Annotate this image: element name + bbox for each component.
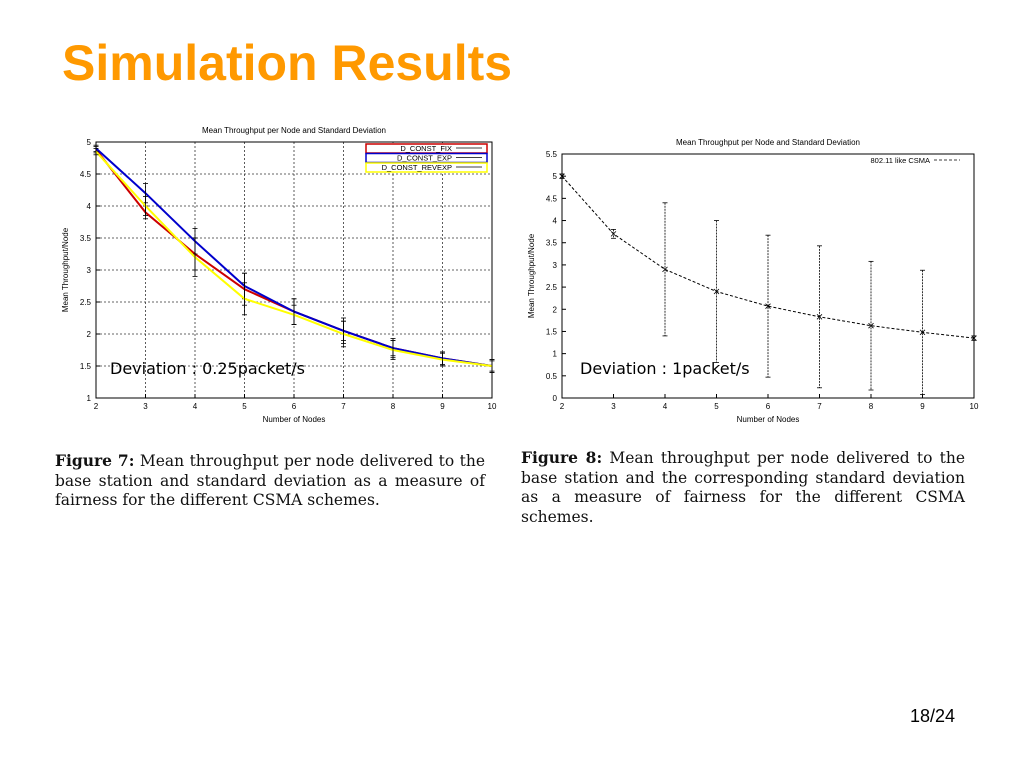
c1-x-tick-label: 2 <box>94 402 99 411</box>
c2-y-tick-label: 2.5 <box>546 283 558 292</box>
chart-figure-8: 2 3 4 5 6 7 8 9 10 0 0.5 1 1.5 2 2.5 3 3.5 4 4.5 5 5.5 Mean T… <box>527 138 979 424</box>
c1-legend-label: D_CONST_REVEXP <box>382 163 452 172</box>
c2-x-tick-label: 2 <box>560 402 565 411</box>
c1-x-tick-label: 6 <box>292 402 297 411</box>
c2-y-tick-label: 3 <box>553 261 558 270</box>
c2-x-tick-label: 3 <box>611 402 616 411</box>
c2-data-point <box>610 231 617 237</box>
slide-title: Simulation Results <box>62 35 513 91</box>
c1-y-tick-label: 3.5 <box>80 234 92 243</box>
c1-y-tick-label: 1 <box>87 394 92 403</box>
c1-y-tick-label: 2 <box>87 330 92 339</box>
c1-y-tick-label: 3 <box>87 266 92 275</box>
c2-data-point <box>919 329 926 336</box>
figure-7-caption-text: Mean throughput per node delivered to th… <box>55 452 485 509</box>
c2-x-tick-label: 9 <box>920 402 925 411</box>
c2-y-tick-label: 4.5 <box>546 194 558 203</box>
c1-x-tick-label: 10 <box>488 402 497 411</box>
c2-x-tick-label: 10 <box>970 402 979 411</box>
c2-y-axis-label: Mean Throughput/Node <box>527 233 536 318</box>
c2-y-tick-label: 3.5 <box>546 239 558 248</box>
c2-x-tick-label: 7 <box>817 402 822 411</box>
c2-legend-label: 802.11 like CSMA <box>871 156 930 165</box>
c2-data-point <box>559 173 565 179</box>
c2-x-tick-label: 4 <box>663 402 668 411</box>
c2-y-tick-label: 4 <box>553 217 558 226</box>
c1-y-tick-label: 4 <box>87 202 92 211</box>
c2-x-axis-label: Number of Nodes <box>737 415 800 424</box>
c1-x-tick-label: 5 <box>242 402 247 411</box>
page-number: 18/24 <box>910 706 956 726</box>
c2-data-point <box>868 322 874 329</box>
c1-x-tick-label: 9 <box>440 402 445 411</box>
c2-x-tick-label: 8 <box>869 402 874 411</box>
c1-legend-label: D_CONST_FIX <box>400 144 452 153</box>
c2-x-tick-label: 5 <box>714 402 719 411</box>
c1-x-tick-label: 8 <box>391 402 396 411</box>
c1-chart-title: Mean Throughput per Node and Standard De… <box>202 126 386 135</box>
c2-data-point <box>713 288 720 295</box>
c1-x-tick-label: 7 <box>341 402 346 411</box>
c1-y-axis-label: Mean Throughput/Node <box>61 227 70 312</box>
c1-y-tick-label: 2.5 <box>80 298 92 307</box>
figure-7-label: Figure 7: <box>55 451 135 470</box>
c2-data-point <box>662 266 668 273</box>
chart-figure-7: 2 3 4 5 6 7 8 9 10 1 1.5 2 2.5 3 3.5 4 4.5 5 Mean Throughp… <box>61 126 497 424</box>
c2-y-tick-label: 1.5 <box>546 327 558 336</box>
c2-data-point <box>816 314 823 320</box>
c2-y-tick-label: 0 <box>553 394 558 403</box>
c1-y-tick-label: 5 <box>87 138 92 147</box>
c1-x-tick-label: 3 <box>143 402 148 411</box>
c2-data-point <box>971 335 977 341</box>
c1-x-tick-label: 4 <box>193 402 198 411</box>
c1-legend-swatch <box>365 162 488 173</box>
figure-7-caption: Figure 7: Mean throughput per node deliv… <box>55 451 485 511</box>
c2-y-tick-label: 5.5 <box>546 150 558 159</box>
c1-legend-label: D_CONST_EXP <box>397 154 452 163</box>
c2-y-tick-label: 1 <box>553 350 558 359</box>
deviation-annotation-fig7: Deviation : 0.25packet/s <box>110 359 306 378</box>
c2-data-point <box>765 303 771 309</box>
c1-y-tick-label: 4.5 <box>80 170 92 179</box>
c1-series-line-1 <box>95 147 493 367</box>
c2-y-tick-label: 0.5 <box>546 372 558 381</box>
c2-x-tick-label: 6 <box>766 402 771 411</box>
figure-8-caption: Figure 8: Mean throughput per node deliv… <box>521 448 965 527</box>
c2-chart-title: Mean Throughput per Node and Standard De… <box>676 138 860 147</box>
c1-y-tick-label: 1.5 <box>80 362 92 371</box>
c2-y-tick-label: 5 <box>553 172 558 181</box>
c1-x-axis-label: Number of Nodes <box>263 415 326 424</box>
figure-8-label: Figure 8: <box>521 448 603 467</box>
c2-y-tick-label: 2 <box>553 305 558 314</box>
deviation-annotation-fig8: Deviation : 1packet/s <box>580 359 750 378</box>
figure-8-caption-text: Mean throughput per node delivered to th… <box>521 449 965 526</box>
